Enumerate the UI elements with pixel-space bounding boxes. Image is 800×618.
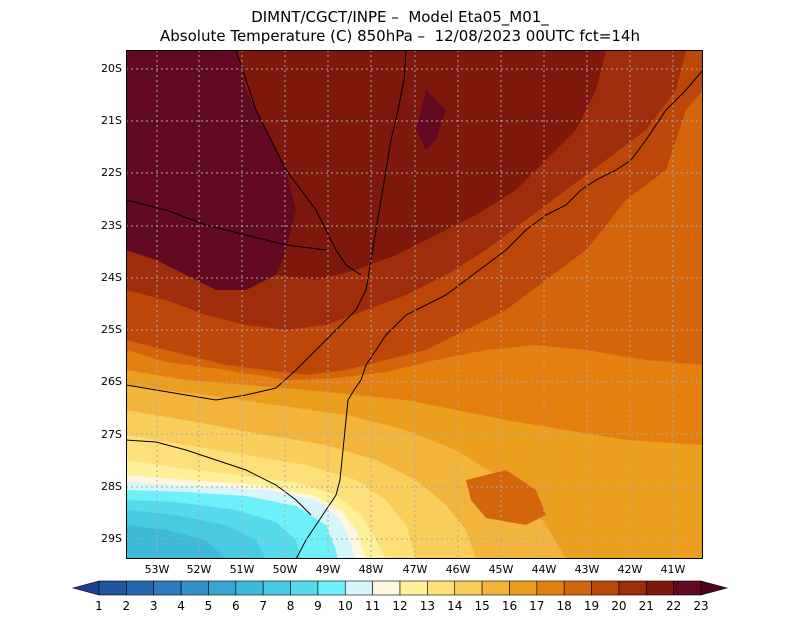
- colorbar-label: 4: [177, 599, 185, 613]
- colorbar-over-arrow: [700, 580, 729, 596]
- colorbar-label: 2: [123, 599, 131, 613]
- colorbar-swatch: [153, 580, 182, 596]
- lon-label: 53W: [144, 563, 170, 576]
- colorbar-label: 3: [150, 599, 158, 613]
- lon-label: 41W: [660, 563, 686, 576]
- colorbar-swatch: [344, 580, 373, 596]
- lat-label: 25S: [101, 323, 122, 336]
- colorbar-swatch: [591, 580, 620, 596]
- lon-label: 48W: [358, 563, 384, 576]
- colorbar-swatch: [673, 580, 702, 596]
- colorbar-label: 19: [584, 599, 599, 613]
- lon-label: 42W: [617, 563, 643, 576]
- temperature-colorbar: 1 2 3 4 5 6 7 8 9 10 11 12 13 14 15 16 17 18 19 20 21 22 23: [71, 580, 729, 613]
- lon-label: 49W: [315, 563, 341, 576]
- colorbar-label: 10: [338, 599, 353, 613]
- colorbar-label: 23: [693, 599, 708, 613]
- map-title-line-1: DIMNT/CGCT/INPE – Model Eta05_M01_: [251, 8, 549, 26]
- lon-label: 44W: [531, 563, 557, 576]
- colorbar-swatch: [235, 580, 264, 596]
- colorbar-swatch: [427, 580, 456, 596]
- colorbar-label: 16: [502, 599, 517, 613]
- colorbar-swatch: [180, 580, 209, 596]
- colorbar-swatch: [126, 580, 155, 596]
- field-23: [126, 50, 296, 290]
- lat-label: 27S: [101, 428, 122, 441]
- colorbar-swatch: [454, 580, 483, 596]
- colorbar-swatch: [645, 580, 674, 596]
- lat-label: 23S: [101, 219, 122, 232]
- lon-label: 47W: [402, 563, 428, 576]
- colorbar-label: 21: [639, 599, 654, 613]
- lon-label: 46W: [445, 563, 471, 576]
- field-7: [126, 525, 226, 559]
- temperature-map: [126, 50, 703, 559]
- colorbar-swatch: [317, 580, 346, 596]
- colorbar-swatch: [372, 580, 401, 596]
- colorbar-label: 5: [205, 599, 213, 613]
- colorbar-label: 18: [557, 599, 572, 613]
- colorbar-label: 12: [392, 599, 407, 613]
- lat-label: 28S: [101, 480, 122, 493]
- colorbar-label: 7: [259, 599, 267, 613]
- coastline: [126, 50, 703, 559]
- colorbar-swatch: [290, 580, 319, 596]
- colorbar-label: 9: [314, 599, 322, 613]
- colorbar-swatch: [399, 580, 428, 596]
- colorbar-label: 22: [666, 599, 681, 613]
- colorbar-label: 11: [365, 599, 380, 613]
- colorbar-swatch: [509, 580, 538, 596]
- colorbar-swatch: [563, 580, 592, 596]
- colorbar-swatch: [98, 580, 127, 596]
- lon-label: 43W: [574, 563, 600, 576]
- colorbar-label: 17: [529, 599, 544, 613]
- colorbar-label: 14: [447, 599, 462, 613]
- lon-label: 45W: [488, 563, 514, 576]
- colorbar-label: 8: [287, 599, 295, 613]
- colorbar-under-arrow: [71, 580, 100, 596]
- lat-label: 24S: [101, 271, 122, 284]
- colorbar-swatch: [618, 580, 647, 596]
- lat-label: 21S: [101, 114, 122, 127]
- lat-label: 20S: [101, 62, 122, 75]
- lat-lon-grid: [126, 50, 703, 559]
- lat-label: 29S: [101, 532, 122, 545]
- colorbar-swatch: [536, 580, 565, 596]
- lon-label: 52W: [186, 563, 212, 576]
- colorbar-swatch: [208, 580, 237, 596]
- colorbar-label: 15: [474, 599, 489, 613]
- lon-label: 51W: [229, 563, 255, 576]
- colorbar-label: 6: [232, 599, 240, 613]
- field-23b: [416, 90, 446, 150]
- colorbar-label: 20: [611, 599, 626, 613]
- lat-label: 26S: [101, 375, 122, 388]
- colorbar-label: 13: [420, 599, 435, 613]
- colorbar-swatch: [262, 580, 291, 596]
- colorbar-label: 1: [95, 599, 103, 613]
- lat-label: 22S: [101, 166, 122, 179]
- lon-label: 50W: [272, 563, 298, 576]
- field-19-lobe: [466, 470, 546, 525]
- map-title-line-2: Absolute Temperature (C) 850hPa – 12/08/…: [160, 27, 640, 45]
- colorbar-swatch: [481, 580, 510, 596]
